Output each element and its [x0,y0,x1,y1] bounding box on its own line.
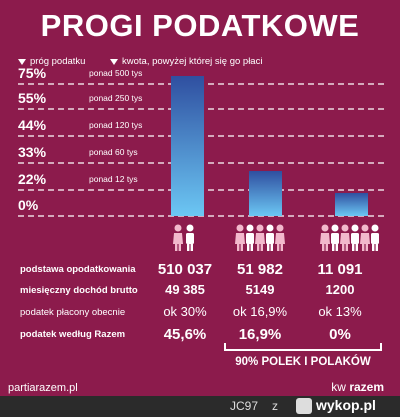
female-person-icon [360,233,370,244]
person-leg-icon [332,244,335,251]
table-cell: ok 16,9% [232,304,288,319]
person-leg-icon [355,244,358,251]
person-leg-icon [250,244,253,251]
threshold-label: ponad 500 tys [89,68,142,78]
bar [335,193,368,216]
person-leg-icon [175,244,178,251]
bar [249,171,282,216]
brand-logo: kw razem [331,380,384,394]
threshold-label: ponad 60 tys [89,147,138,157]
person-leg-icon [190,244,193,251]
male-person-icon [351,233,359,244]
person-leg-icon [237,244,240,251]
person-leg-icon [240,244,243,251]
table-cell: 510 037 [157,261,213,278]
male-person-icon [371,233,379,244]
person-leg-icon [342,244,345,251]
person-leg-icon [280,244,283,251]
table-cell: 51 982 [237,261,283,278]
threshold-label: ponad 12 tys [89,174,138,184]
person-leg-icon [372,244,375,251]
stats-table: podstawa opodatkowania 510 037 51 982 11 09… [20,261,363,343]
person-leg-icon [362,244,365,251]
bar [171,76,204,216]
person-leg-icon [277,244,280,251]
male-person-icon [331,224,339,232]
triangle-down-icon [110,58,118,65]
rate-level-label: 55% [18,90,47,106]
wykop-icon [296,398,312,414]
legend-threshold: próg podatku [18,56,85,67]
group-label: 90% POLEK I POLAKÓW [235,356,371,368]
group-bracket [224,343,382,351]
person-leg-icon [247,244,250,251]
person-leg-icon [335,244,338,251]
female-person-icon [275,233,285,244]
person-leg-icon [178,244,181,251]
male-person-icon [331,233,339,244]
person-leg-icon [257,244,260,251]
person-leg-icon [322,244,325,251]
male-person-icon [266,224,274,232]
rate-level-label: 22% [18,171,47,187]
threshold-label: ponad 120 tys [89,120,142,130]
male-person-icon [351,224,359,232]
male-person-icon [371,224,379,232]
female-person-icon [174,224,182,232]
female-person-icon [256,224,264,232]
legend-amount: kwota, powyżej której się go płaci [110,56,262,67]
female-person-icon [235,233,245,244]
male-person-icon [186,233,194,244]
table-cell: 49 385 [165,282,205,297]
person-leg-icon [365,244,368,251]
table-cell: ok 13% [318,304,362,319]
female-person-icon [321,224,329,232]
female-person-icon [340,233,350,244]
female-person-icon [255,233,265,244]
rate-level-label: 33% [18,144,47,160]
watermark-bar: JC97 z wykop.pl [0,396,400,417]
person-leg-icon [375,244,378,251]
row-label: podatek według Razem [20,329,126,340]
person-leg-icon [325,244,328,251]
triangle-down-icon [18,58,26,65]
table-cell: 5149 [245,282,275,297]
person-leg-icon [270,244,273,251]
female-person-icon [320,233,330,244]
person-leg-icon [260,244,263,251]
site-link[interactable]: partiarazem.pl [8,382,78,394]
row-label: podatek płacony obecnie [20,307,126,318]
table-cell: ok 30% [163,304,207,319]
table-cell: 45,6% [163,326,207,343]
author-name: JC97 [230,399,259,413]
row-label: podstawa opodatkowania [20,264,136,275]
table-cell: 1200 [325,282,355,297]
female-person-icon [236,224,244,232]
rate-level-label: 0% [18,197,39,213]
table-cell: 0% [329,326,351,343]
wykop-site: wykop.pl [316,397,376,413]
person-leg-icon [352,244,355,251]
table-cell: 11 091 [317,261,363,278]
person-leg-icon [267,244,270,251]
male-person-icon [266,233,274,244]
person-leg-icon [345,244,348,251]
female-person-icon [361,224,369,232]
male-person-icon [246,224,254,232]
female-person-icon [276,224,284,232]
infographic: PROGI PODATKOWE próg podatku kwota, powy… [0,0,400,396]
separator: z [272,399,278,413]
table-cell: 16,9% [238,326,282,343]
male-person-icon [246,233,254,244]
page-title: PROGI PODATKOWE [40,8,360,43]
tax-bracket-chart: 75% ponad 500 tys 55% ponad 250 tys 44% ponad… [18,65,384,251]
female-person-icon [341,224,349,232]
person-leg-icon [187,244,190,251]
rate-level-label: 75% [18,65,47,81]
female-person-icon [173,233,183,244]
male-person-icon [186,224,194,232]
threshold-label: ponad 250 tys [89,93,142,103]
row-label: miesięczny dochód brutto [20,285,138,296]
rate-level-label: 44% [18,117,47,133]
